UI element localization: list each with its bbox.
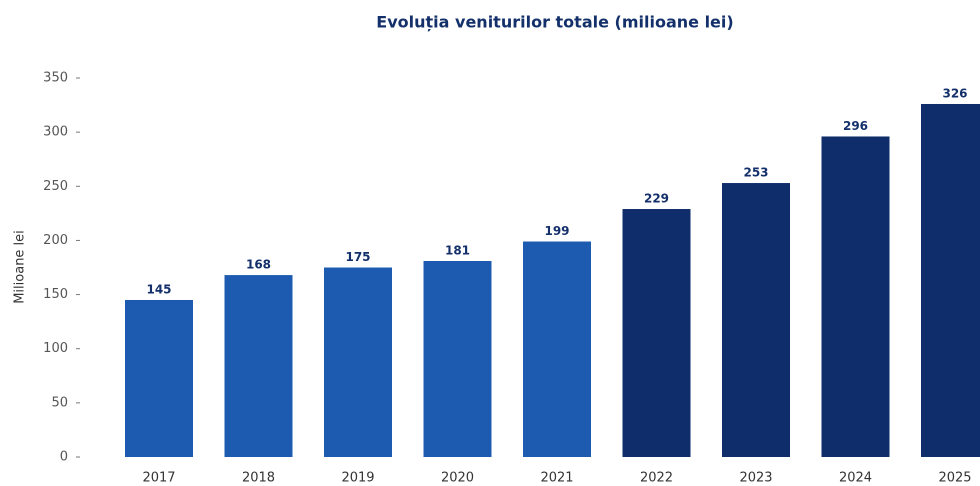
- value-label: 326: [942, 86, 967, 100]
- bar: [423, 261, 492, 457]
- bar: [125, 299, 193, 457]
- value-label: 145: [146, 282, 171, 296]
- bar: [324, 267, 392, 457]
- bar: [523, 241, 591, 457]
- chart-title: Evoluția veniturilor totale (milioane le…: [376, 13, 733, 32]
- x-tick-label: 2024: [839, 471, 872, 486]
- bar: [722, 183, 790, 457]
- y-tick-label: 0: [60, 450, 68, 465]
- value-label: 181: [445, 244, 470, 258]
- x-tick-label: 2025: [938, 471, 971, 486]
- bar: [622, 209, 691, 457]
- value-label: 168: [246, 258, 271, 272]
- y-tick-label: 100: [43, 341, 68, 356]
- x-tick-label: 2022: [640, 471, 673, 486]
- value-label: 253: [743, 166, 768, 180]
- y-axis-label: Milioane lei: [13, 230, 28, 304]
- bar: [224, 275, 293, 457]
- y-tick-label: 250: [43, 179, 68, 194]
- y-tick-label: 350: [43, 71, 68, 86]
- x-tick-label: 2018: [242, 471, 275, 486]
- bar: [921, 103, 980, 457]
- value-label: 229: [644, 192, 669, 206]
- value-label: 175: [345, 250, 370, 264]
- x-tick-label: 2020: [441, 471, 474, 486]
- x-tick-label: 2021: [540, 471, 573, 486]
- bar: [821, 136, 890, 457]
- value-label: 199: [544, 224, 569, 238]
- x-tick-label: 2017: [142, 471, 175, 486]
- value-label: 296: [843, 119, 868, 133]
- y-tick-label: 200: [43, 233, 68, 248]
- x-tick-label: 2019: [341, 471, 374, 486]
- y-tick-label: 50: [51, 395, 68, 410]
- x-tick-label: 2023: [739, 471, 772, 486]
- y-tick-label: 150: [43, 287, 68, 302]
- y-tick-label: 300: [43, 125, 68, 140]
